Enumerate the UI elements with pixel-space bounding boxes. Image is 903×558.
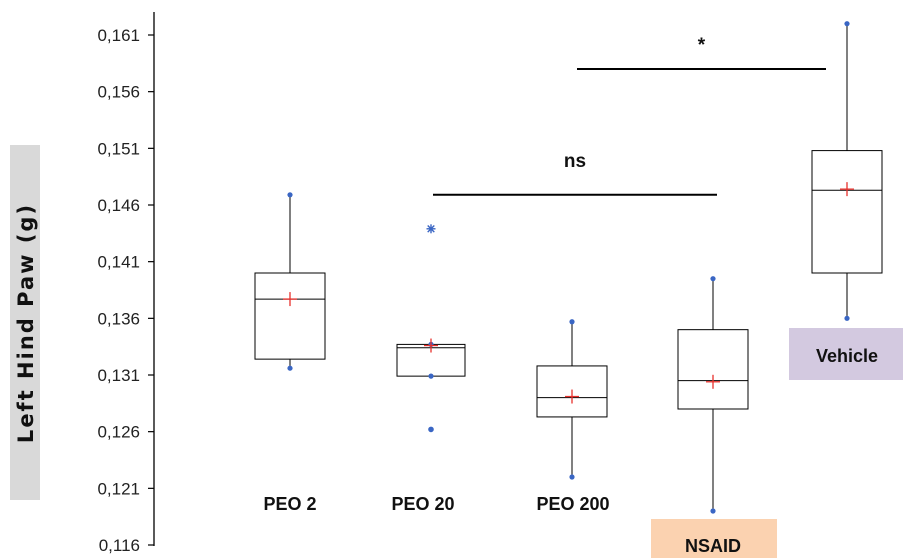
category-label: NSAID [685,536,741,556]
category-labels: PEO 2 PEO 20 PEO 200 NSAID Vehicle [263,328,903,558]
box-peo-200 [536,319,608,480]
y-tick-label: 0,156 [97,83,140,102]
category-label: PEO 2 [263,494,316,514]
box-iqr [254,272,326,360]
boxes [254,21,883,514]
significance-annotations: ns * [433,35,826,196]
whisker-max-point [569,319,575,325]
category-label: PEO 20 [391,494,454,514]
box-iqr [811,150,883,274]
whisker-min-point [710,508,716,514]
y-axis-label: Left Hind Paw (g) [14,203,38,443]
significance-label: ns [564,151,586,172]
category-label: PEO 200 [536,494,609,514]
y-axis: 0,116 0,121 0,126 0,131 0,136 0,141 0,146 0,151… [97,26,154,555]
whisker-min-point [428,373,434,379]
y-tick-label: 0,141 [97,253,140,272]
whisker-min-point [287,365,293,371]
category-label-highlight [651,519,777,558]
y-tick-label: 0,121 [97,479,140,498]
box-iqr [677,329,749,410]
y-tick-label: 0,131 [97,366,140,385]
category-label-highlight [789,328,903,380]
whisker-max-point [710,276,716,282]
outlier-asterisk [426,224,436,234]
y-tick-label: 0,146 [97,196,140,215]
ylabel-background [10,145,40,500]
whisker-min-point [844,315,850,321]
box-peo-2 [254,192,326,371]
whisker-min-point [569,474,575,480]
y-tick-label: 0,151 [97,139,140,158]
significance-label: * [698,35,706,56]
category-label: Vehicle [816,346,878,366]
box-iqr [536,365,608,418]
outlier-point [428,426,434,433]
y-tick-label: 0,136 [97,309,140,328]
y-tick-label: 0,116 [99,536,140,555]
box-vehicle [811,21,883,321]
whisker-max-point [844,21,850,27]
y-tick-label: 0,161 [97,26,140,45]
box-nsaid [677,276,749,514]
whisker-max-point [287,192,293,198]
y-tick-label: 0,126 [97,423,140,442]
box-peo-20 [396,224,466,433]
